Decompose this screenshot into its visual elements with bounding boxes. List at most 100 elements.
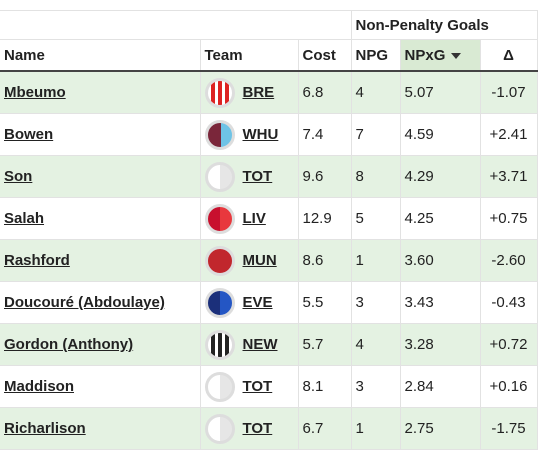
cell: Gordon (Anthony) xyxy=(0,323,201,366)
data-row: Gordon (Anthony) NEW 5.7 4 3.28 +0.72 xyxy=(0,323,538,366)
team-icon xyxy=(204,287,235,318)
cell-value: 5.07 xyxy=(404,84,434,101)
cell-value: -1.75 xyxy=(491,420,526,437)
cell: -0.43 xyxy=(480,281,538,324)
cell-value: +0.16 xyxy=(489,378,528,395)
cell: 5.5 xyxy=(298,281,352,324)
column-header: NPG xyxy=(351,39,401,72)
team-link[interactable]: TOT xyxy=(242,420,273,437)
team-icon xyxy=(204,119,235,150)
stats-table: Non-Penalty Goals Name Team Cost NPG NPxG Δ M… xyxy=(0,10,538,450)
cell-value: 3 xyxy=(355,378,364,395)
cell-value: 6.7 xyxy=(302,420,324,437)
cell-value: 5.7 xyxy=(302,336,324,353)
cell-value: 3.43 xyxy=(404,294,434,311)
column-header-text: NPG xyxy=(355,46,389,64)
player-link[interactable]: Doucouré (Abdoulaye) xyxy=(4,294,165,311)
team-cell: WHU xyxy=(204,119,294,150)
team-link[interactable]: EVE xyxy=(242,294,273,311)
column-header[interactable]: NPxG xyxy=(400,39,481,72)
cell: 3 xyxy=(351,365,401,408)
cell: Rashford xyxy=(0,239,201,282)
cell-value: -1.07 xyxy=(491,84,526,101)
cell-value: 8.1 xyxy=(302,378,324,395)
team-icon xyxy=(204,203,235,234)
cell-value: 1 xyxy=(355,252,364,269)
empty-cell xyxy=(0,10,352,40)
player-link[interactable]: Maddison xyxy=(4,378,74,395)
cell-value: 5 xyxy=(355,210,364,227)
team-cell: EVE xyxy=(204,287,294,318)
cell: -2.60 xyxy=(480,239,538,282)
data-row: Salah LIV 12.9 5 4.25 +0.75 xyxy=(0,197,538,240)
player-link[interactable]: Richarlison xyxy=(4,420,86,437)
cell: 2.84 xyxy=(400,365,481,408)
cell-value: +3.71 xyxy=(489,168,528,185)
team-link[interactable]: BRE xyxy=(242,84,275,101)
cell: 8.1 xyxy=(298,365,352,408)
cell: 4 xyxy=(351,71,401,114)
column-header: Cost xyxy=(298,39,352,72)
cell: 3.28 xyxy=(400,323,481,366)
cell-value: 6.8 xyxy=(302,84,324,101)
cell: 5 xyxy=(351,197,401,240)
cell: BRE xyxy=(200,71,299,114)
data-row: Maddison TOT 8.1 3 2.84 +0.16 xyxy=(0,365,538,408)
cell: 4.29 xyxy=(400,155,481,198)
cell: Maddison xyxy=(0,365,201,408)
cell: TOT xyxy=(200,155,299,198)
cell-value: 2.84 xyxy=(404,378,434,395)
sort-icon xyxy=(451,52,462,59)
cell-value: 2.75 xyxy=(404,420,434,437)
team-link[interactable]: TOT xyxy=(242,378,273,395)
cell: -1.07 xyxy=(480,71,538,114)
player-link[interactable]: Salah xyxy=(4,210,45,227)
data-row: Son TOT 9.6 8 4.29 +3.71 xyxy=(0,155,538,198)
cell: 4.25 xyxy=(400,197,481,240)
team-link[interactable]: NEW xyxy=(242,336,278,353)
player-link[interactable]: Son xyxy=(4,168,33,185)
cell-value: 4 xyxy=(355,84,364,101)
team-cell: TOT xyxy=(204,161,294,192)
cell-value: 8 xyxy=(355,168,364,185)
cell: 1 xyxy=(351,407,401,450)
cell: 3.43 xyxy=(400,281,481,324)
cell-value: 3 xyxy=(355,294,364,311)
cell: 12.9 xyxy=(298,197,352,240)
cell-value: +2.41 xyxy=(489,126,528,143)
cell: Salah xyxy=(0,197,201,240)
data-row: Richarlison TOT 6.7 1 2.75 -1.75 xyxy=(0,407,538,450)
team-link[interactable]: WHU xyxy=(242,126,279,143)
cell: 6.8 xyxy=(298,71,352,114)
cell-value: 4.29 xyxy=(404,168,434,185)
cell-value: -2.60 xyxy=(491,252,526,269)
cell: TOT xyxy=(200,407,299,450)
player-link[interactable]: Rashford xyxy=(4,252,70,269)
cell: +3.71 xyxy=(480,155,538,198)
cell-value: +0.72 xyxy=(489,336,528,353)
team-cell: NEW xyxy=(204,329,294,360)
team-cell: TOT xyxy=(204,413,294,444)
team-cell: LIV xyxy=(204,203,294,234)
cell: 1 xyxy=(351,239,401,282)
cell: 5.7 xyxy=(298,323,352,366)
cell: WHU xyxy=(200,113,299,156)
cell: +0.75 xyxy=(480,197,538,240)
cell: NEW xyxy=(200,323,299,366)
cell-value: 5.5 xyxy=(302,294,324,311)
player-link[interactable]: Gordon (Anthony) xyxy=(4,336,134,353)
cell: +2.41 xyxy=(480,113,538,156)
cell-value: 3.28 xyxy=(404,336,434,353)
team-cell: BRE xyxy=(204,77,294,108)
team-link[interactable]: LIV xyxy=(242,210,266,227)
team-icon xyxy=(204,245,235,276)
team-link[interactable]: MUN xyxy=(242,252,277,269)
team-icon xyxy=(204,161,235,192)
cell: LIV xyxy=(200,197,299,240)
player-link[interactable]: Mbeumo xyxy=(4,84,66,101)
player-link[interactable]: Bowen xyxy=(4,126,54,143)
team-icon xyxy=(204,371,235,402)
cell: TOT xyxy=(200,365,299,408)
group-header: Non-Penalty Goals xyxy=(351,10,538,40)
team-link[interactable]: TOT xyxy=(242,168,273,185)
